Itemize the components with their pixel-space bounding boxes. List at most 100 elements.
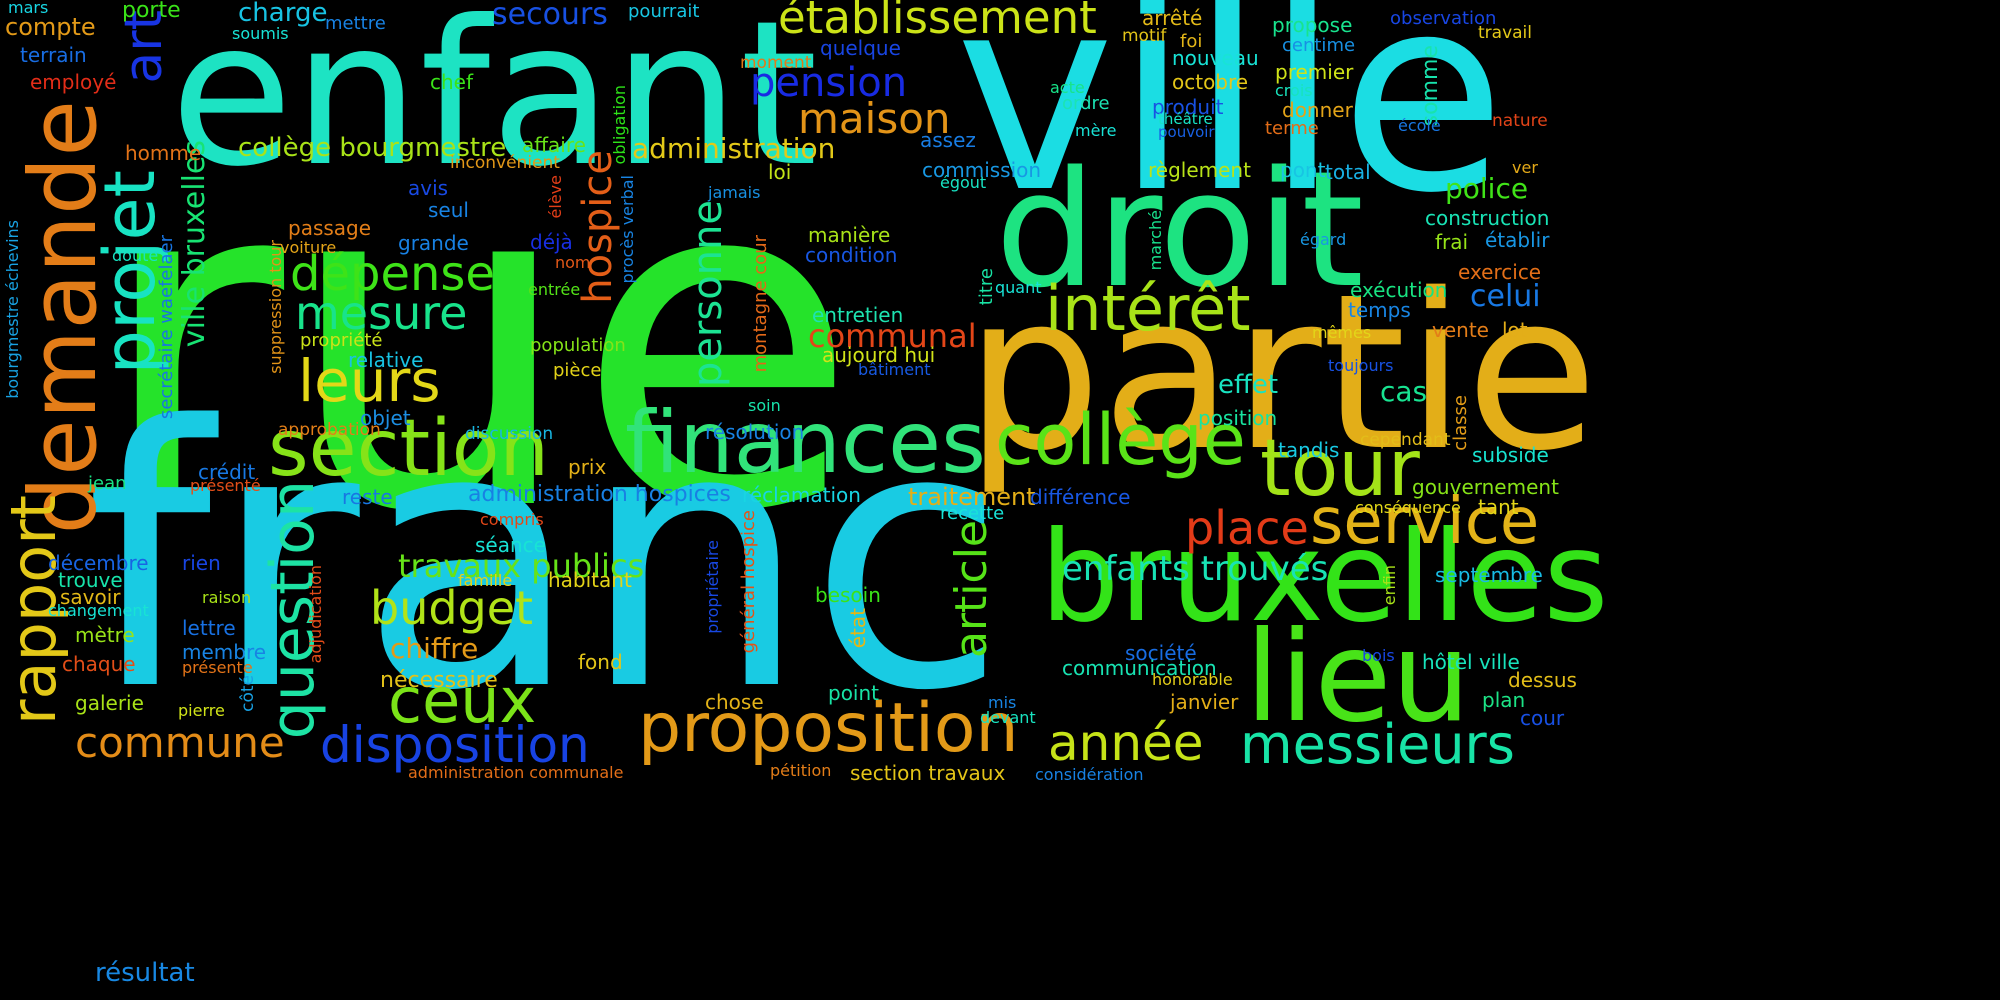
word: propriétaire	[703, 540, 722, 634]
word: soumis	[232, 24, 289, 43]
word: reste	[342, 485, 393, 509]
word: administration communale	[408, 763, 624, 782]
word: devant	[980, 708, 1036, 727]
word: observation	[1390, 8, 1497, 29]
word: enfant	[170, 0, 818, 211]
word: tour	[1260, 424, 1420, 514]
word: quant	[995, 278, 1042, 297]
word: marché	[1146, 210, 1165, 271]
word: employé	[30, 70, 117, 94]
word: budget	[370, 581, 534, 635]
word: recette	[940, 503, 1005, 524]
word: hospice	[575, 150, 621, 304]
word: élève	[546, 175, 565, 219]
word: bâtiment	[858, 360, 931, 379]
word: centime	[1282, 35, 1356, 56]
word: membre	[182, 640, 267, 664]
word: état	[846, 608, 870, 649]
word: pouvoir	[1158, 123, 1215, 141]
word: école	[1398, 116, 1441, 135]
word: homme	[125, 141, 202, 165]
word: travail	[1478, 23, 1532, 43]
word: communal	[808, 317, 977, 355]
word: collège	[995, 399, 1246, 481]
word: bois	[1362, 646, 1395, 665]
word: résolution	[705, 420, 805, 444]
word: seul	[428, 198, 469, 222]
word: chaque	[62, 652, 136, 676]
word: arrêté	[1142, 6, 1203, 30]
word: crédit	[198, 460, 256, 484]
word: manière	[808, 223, 891, 247]
word: mère	[1075, 121, 1117, 140]
word: donner	[1282, 98, 1353, 122]
word: différence	[1030, 485, 1131, 509]
word: effet	[1218, 370, 1279, 400]
word: rien	[182, 551, 221, 575]
word: prix	[568, 455, 607, 479]
word: celui	[1470, 279, 1541, 314]
word: cour	[1520, 706, 1565, 730]
word: grande	[398, 231, 469, 255]
word: montagne cour	[750, 235, 771, 373]
word: mars	[8, 0, 49, 17]
word: tant	[1478, 495, 1519, 519]
word: pension	[750, 60, 908, 106]
word: plan	[1482, 688, 1526, 712]
word: droit	[995, 136, 1364, 323]
word: communication	[1062, 656, 1217, 680]
word: commission	[922, 158, 1042, 182]
word: bruxelles	[1040, 505, 1609, 650]
word: société	[1125, 641, 1197, 665]
word: subside	[1472, 443, 1549, 467]
word: résultat	[95, 958, 195, 988]
word: somme	[1418, 45, 1443, 127]
word: mesure	[295, 286, 468, 340]
word: chose	[705, 690, 764, 714]
word: nom	[555, 253, 591, 272]
word: terrain	[20, 43, 87, 67]
word: procès verbal	[618, 175, 637, 284]
word: population	[530, 335, 626, 356]
word: toujours	[1328, 356, 1394, 375]
word: temps	[1348, 298, 1411, 322]
word: intérêt	[1045, 272, 1251, 345]
word: propose	[1272, 13, 1353, 37]
word: rue	[95, 77, 859, 612]
word: enfants trouvés	[1062, 549, 1329, 589]
word: pierre	[178, 701, 225, 720]
word: compte	[5, 13, 96, 41]
word: secours	[492, 0, 608, 32]
word: savoir	[60, 585, 121, 609]
word: entretien	[812, 303, 904, 327]
word: pourrait	[628, 1, 700, 22]
word: dessus	[1508, 668, 1577, 692]
word: honorable	[1152, 670, 1233, 689]
word: position	[1198, 406, 1278, 430]
word: porte	[122, 0, 181, 23]
word: acte	[1050, 78, 1085, 97]
word: théâtre	[1158, 110, 1213, 128]
word: octobre	[1172, 70, 1249, 94]
word: mettre	[325, 13, 386, 34]
word: nature	[1492, 111, 1548, 131]
word: frai	[1435, 230, 1469, 254]
word: pont	[1280, 158, 1326, 182]
word: disposition	[320, 716, 590, 774]
word: compris	[480, 510, 544, 529]
word: raison	[202, 588, 252, 607]
word: année	[1048, 714, 1204, 772]
word: bourgmestre échevins	[3, 220, 22, 399]
word: hôtel ville	[1422, 650, 1520, 674]
word: nécessaire	[380, 668, 498, 693]
word: loi	[768, 160, 792, 184]
word: enfin	[1380, 565, 1399, 606]
word: jean	[88, 473, 127, 494]
word: établir	[1485, 228, 1550, 252]
word: messieurs	[1240, 713, 1515, 776]
word: ordre	[1062, 93, 1110, 114]
word: crois	[1275, 81, 1313, 100]
word: produit	[1152, 95, 1224, 119]
word: traitement	[908, 483, 1036, 511]
